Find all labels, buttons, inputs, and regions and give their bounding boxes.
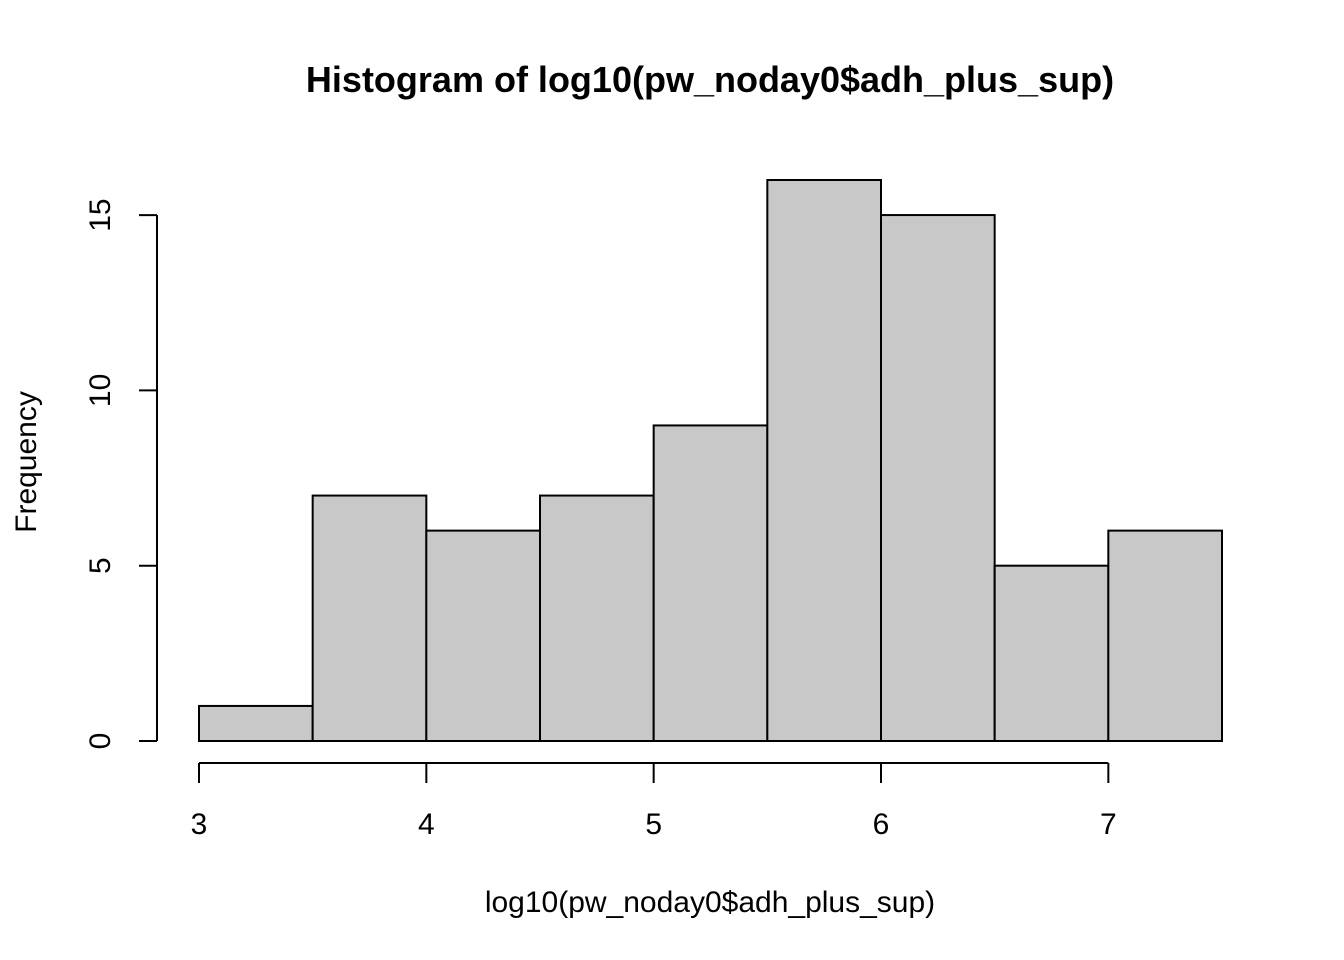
x-tick-label: 3 (191, 808, 208, 841)
x-axis-label: log10(pw_noday0$adh_plus_sup) (485, 886, 935, 919)
x-tick-label: 7 (1100, 808, 1117, 841)
histogram-bar (993, 564, 1110, 742)
y-axis: 0 5 10 15 (84, 198, 158, 750)
x-tick-label: 5 (645, 808, 662, 841)
x-tick-label: 4 (418, 808, 435, 841)
histogram-bar (198, 704, 314, 742)
y-tick-label: 5 (84, 557, 117, 574)
histogram-bar (880, 214, 996, 742)
histogram-bar (766, 179, 882, 742)
histogram-bar (311, 494, 428, 742)
histogram-bar (425, 529, 542, 742)
bars-group (198, 179, 1224, 742)
x-tick-label: 6 (873, 808, 890, 841)
y-axis-label: Frequency (10, 391, 43, 533)
histogram-bar (539, 494, 655, 742)
y-tick-label: 10 (84, 374, 117, 407)
x-axis: 3 4 5 6 7 (191, 762, 1117, 841)
chart-title: Histogram of log10(pw_noday0$adh_plus_su… (306, 59, 1114, 100)
histogram-bar (652, 424, 769, 742)
y-tick-label: 15 (84, 198, 117, 231)
histogram-bar (1107, 529, 1224, 742)
y-tick-label: 0 (84, 733, 117, 750)
